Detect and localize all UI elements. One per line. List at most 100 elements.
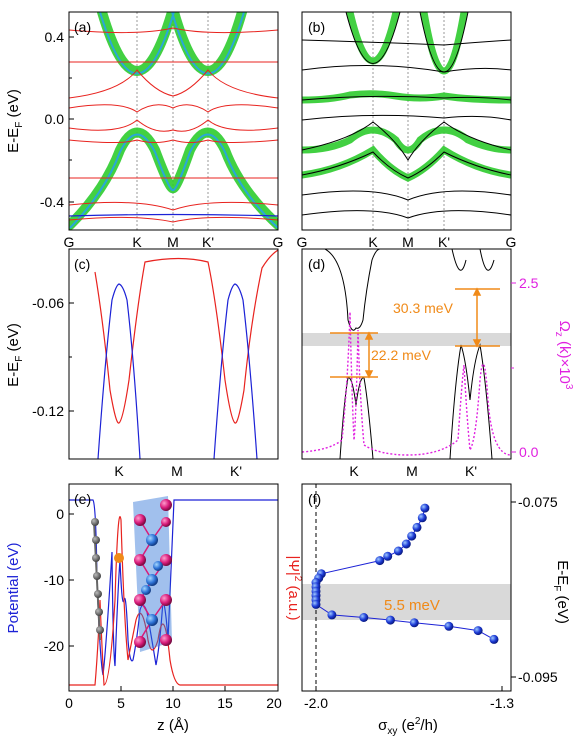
- kpoint-label: K': [465, 463, 477, 479]
- f-ylabel: E-EF (eV): [551, 560, 571, 624]
- sigma-xy-point: [393, 546, 403, 556]
- panel-e: (e) 0 -10 -20 Potential (eV) |Ψ|2 (a.u.)…: [5, 483, 303, 734]
- blue-curve: [213, 283, 258, 459]
- wavefunction-axis-label: |Ψ|2 (a.u.): [285, 555, 303, 620]
- kpoint-label: M: [171, 463, 183, 479]
- sigma-xy-point: [420, 503, 430, 513]
- potential-curve: [69, 499, 278, 676]
- kpoint-label: G: [297, 234, 308, 250]
- ytick-label: -0.4: [40, 194, 64, 210]
- wavefunction-curve: [69, 516, 278, 686]
- panel-c-tick-marks: [69, 302, 74, 412]
- panel-a-frame: [68, 11, 279, 231]
- ytick-label: -20: [44, 638, 64, 654]
- xtick-label: 15: [217, 695, 233, 711]
- panel-e-content: [69, 496, 278, 686]
- ytick-label: -10: [44, 572, 64, 588]
- gap-label-large: 30.3 meV: [393, 300, 454, 316]
- panel-f-content: [302, 484, 511, 691]
- panel-b-frame: [301, 11, 512, 231]
- sigma-xy-point: [412, 522, 422, 532]
- red-curve: [94, 249, 278, 424]
- sigma-xy-point: [327, 610, 337, 620]
- ytick-label: 0.0: [45, 111, 65, 127]
- panel-c-curves: [94, 249, 278, 459]
- ytick-label: 0.4: [45, 29, 65, 45]
- sigma-xy-point: [375, 556, 385, 566]
- sigma-xy-point: [407, 531, 417, 541]
- panel-d: (d) 30.3 meV 22.2 meV 2.5 0.0 Ωz (k)×103…: [301, 248, 574, 479]
- kpoint-label: K': [230, 463, 242, 479]
- sigma-xy-points: [311, 503, 499, 644]
- ytick-label: -0.075: [518, 494, 558, 510]
- kpoint-label: M: [402, 234, 414, 250]
- panel-a-yticks-marks: [69, 36, 74, 203]
- sigma-xy-point: [417, 513, 427, 523]
- sigma-xy-point: [383, 551, 393, 561]
- blue-curve: [97, 283, 141, 459]
- panel-tag-f: (f): [308, 491, 321, 507]
- panel-e-ticks: [68, 513, 279, 691]
- right-ytick-label: 2.5: [519, 275, 539, 291]
- potential-axis-label: Potential (eV): [5, 543, 22, 634]
- gap-shade: [302, 584, 511, 620]
- panel-d-content: [302, 249, 511, 459]
- cyan-bands: [69, 12, 278, 229]
- gap-shade: [302, 333, 511, 346]
- xtick-label: -1.3: [490, 695, 514, 711]
- xtick-label: 10: [165, 695, 181, 711]
- ytick-label: -0.12: [32, 403, 64, 419]
- green-projection: [302, 12, 511, 182]
- panel-tag-b: (b): [308, 19, 325, 35]
- xtick-label: 0: [65, 695, 73, 711]
- panel-f-frame: [301, 483, 512, 692]
- panel-c-frame: [68, 248, 279, 460]
- xtick-label: 20: [266, 695, 282, 711]
- panel-tag-d: (d): [308, 256, 325, 272]
- sigma-xy-point: [385, 615, 395, 625]
- row1-ylabel: E-EF (eV): [5, 89, 25, 153]
- kpoint-label: K: [114, 463, 124, 479]
- kpoint-label: M: [406, 463, 418, 479]
- atoms-gray: [91, 518, 104, 634]
- dopant-atom: [114, 553, 124, 563]
- gap-label-small: 22.2 meV: [371, 347, 432, 363]
- sigma-xy-point: [311, 599, 321, 609]
- kpoint-label: K': [438, 234, 450, 250]
- sigma-xy-point: [473, 626, 483, 636]
- xtick-label: 5: [117, 695, 125, 711]
- sigma-xy-point: [359, 613, 369, 622]
- sigma-xy-point: [401, 539, 411, 549]
- panel-tag-a: (a): [74, 19, 91, 35]
- right-ytick-label: 0.0: [519, 444, 539, 460]
- kpoint-label: G: [273, 234, 284, 250]
- gap-markers: [330, 287, 500, 379]
- kpoint-label: K: [368, 234, 378, 250]
- sigma-xy-point: [489, 634, 499, 644]
- panel-d-frame: [301, 248, 512, 460]
- crystal-slab: [133, 496, 172, 652]
- panel-b: (b) G K M K' G: [297, 11, 517, 250]
- panel-f-ticks: [315, 501, 516, 691]
- atoms-pink: [134, 499, 172, 648]
- kpoint-label: M: [167, 234, 179, 250]
- blue-band: [69, 213, 278, 217]
- panel-a-bands: [69, 12, 278, 230]
- panel-tag-e: (e): [74, 491, 91, 507]
- panel-a: (a) 0.4 0.0 -0.4 E-EF (eV) G K M K' G: [5, 11, 284, 250]
- ytick-label: 0: [56, 506, 64, 522]
- kpoint-label: K: [132, 234, 142, 250]
- e-xlabel: z (Å): [157, 717, 189, 734]
- row2-ylabel: E-EF (eV): [5, 323, 25, 387]
- kpoint-label: G: [506, 234, 517, 250]
- kpoint-label: K: [349, 463, 359, 479]
- berry-curvature-axis-label: Ωz (k)×103: [553, 321, 574, 390]
- panel-b-bands: [302, 12, 511, 230]
- panel-c: (c) -0.06 -0.12 E-EF (eV) K M K': [5, 248, 279, 479]
- kpoint-label: K': [202, 234, 214, 250]
- kpoint-label: G: [64, 234, 75, 250]
- atoms-blue: [141, 534, 163, 626]
- black-bands: [302, 12, 511, 219]
- panel-f: (f) 5.5 meV -0.075 -0.095 E-EF (eV) -2.0…: [301, 483, 571, 737]
